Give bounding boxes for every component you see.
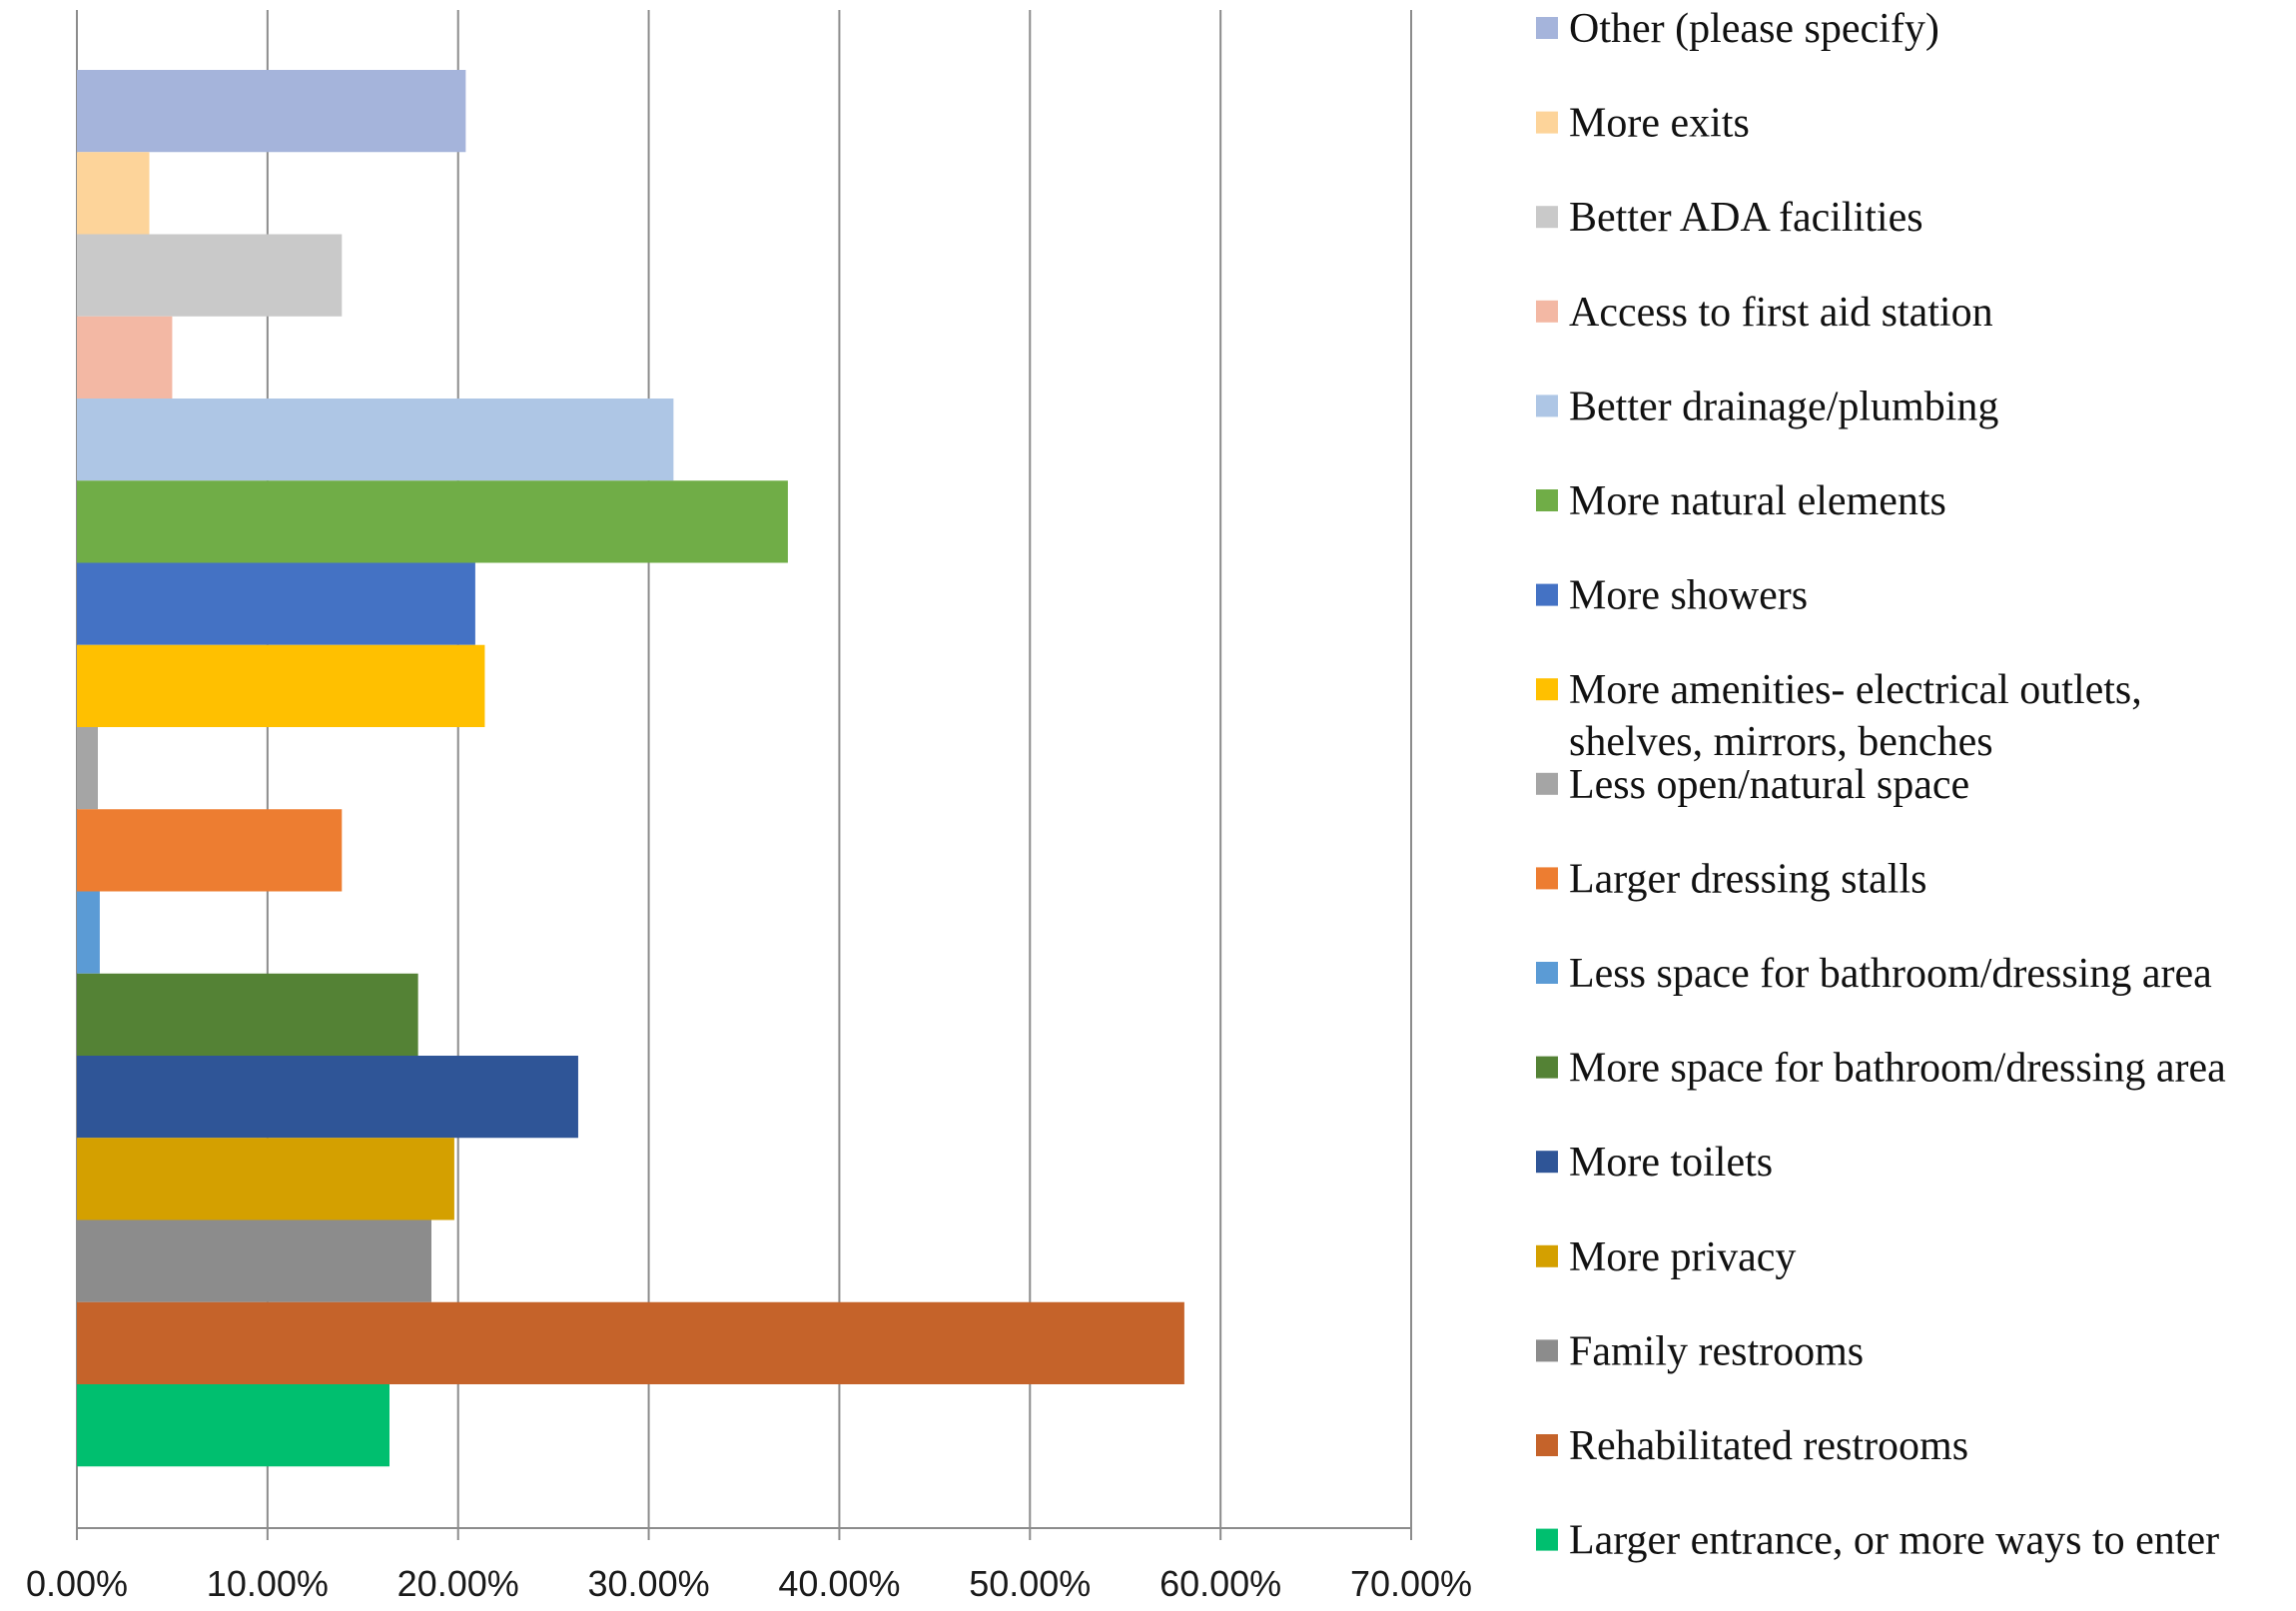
- legend-label: Family restrooms: [1569, 1328, 1864, 1374]
- bar-less-open-natural-space: [77, 727, 98, 810]
- bar-more-toilets: [77, 1056, 578, 1139]
- legend-swatch: [1536, 1339, 1558, 1362]
- legend-label: Less open/natural space: [1569, 762, 1969, 808]
- x-tick-label: 10.00%: [207, 1563, 329, 1604]
- legend-swatch: [1536, 300, 1558, 323]
- legend-swatch: [1536, 772, 1558, 795]
- legend-label: More exits: [1569, 101, 1750, 147]
- legend-label: Access to first aid station: [1569, 290, 1993, 336]
- legend-swatch: [1536, 583, 1558, 606]
- legend-swatch: [1536, 17, 1558, 39]
- legend: Other (please specify) More exits Better A…: [1536, 6, 2226, 1564]
- x-tick-label: 40.00%: [778, 1563, 900, 1604]
- legend-swatch: [1536, 1151, 1558, 1174]
- legend-swatch: [1536, 206, 1558, 229]
- legend-label: More toilets: [1569, 1140, 1773, 1186]
- legend-label: Larger entrance, or more ways to enter: [1569, 1518, 2219, 1564]
- legend-label: Other (please specify): [1569, 6, 1939, 52]
- x-tick-label: 0.00%: [26, 1563, 128, 1604]
- bar-more-showers: [77, 562, 475, 645]
- legend-swatch: [1536, 111, 1558, 134]
- x-tick-label: 30.00%: [588, 1563, 710, 1604]
- legend-label: Less space for bathroom/dressing area: [1569, 951, 2212, 997]
- legend-swatch: [1536, 395, 1558, 417]
- legend-swatch: [1536, 867, 1558, 890]
- legend-label: Better drainage/plumbing: [1569, 384, 1998, 429]
- legend-label: Larger dressing stalls: [1569, 856, 1926, 902]
- x-tick-label: 50.00%: [969, 1563, 1091, 1604]
- legend-swatch: [1536, 1434, 1558, 1456]
- bar-better-ada-facilities: [77, 234, 343, 317]
- bar-larger-dressing-stalls: [77, 809, 343, 892]
- x-tick-label: 20.00%: [397, 1563, 519, 1604]
- bar-better-drainage-plumbing: [77, 399, 674, 481]
- bars: [77, 70, 1184, 1467]
- legend-swatch: [1536, 1528, 1558, 1551]
- x-tick-label: 70.00%: [1350, 1563, 1472, 1604]
- legend-label: Rehabilitated restrooms: [1569, 1423, 1968, 1469]
- legend-label: More amenities- electrical outlets, shelv…: [1569, 667, 2142, 765]
- bar-more-amenities-electrical-outlets-shelves-mirrors-benches: [77, 644, 485, 727]
- x-tick-label: 60.00%: [1159, 1563, 1281, 1604]
- bar-more-exits: [77, 152, 150, 235]
- legend-label: Better ADA facilities: [1569, 195, 1923, 241]
- bar-more-space-for-bathroom-dressing-area: [77, 973, 418, 1056]
- bar-more-privacy: [77, 1138, 454, 1220]
- legend-swatch: [1536, 962, 1558, 984]
- legend-label: More natural elements: [1569, 478, 1946, 524]
- legend-swatch: [1536, 489, 1558, 511]
- legend-swatch: [1536, 1056, 1558, 1079]
- bar-less-space-for-bathroom-dressing-area: [77, 891, 100, 974]
- legend-label: More space for bathroom/dressing area: [1569, 1046, 2226, 1092]
- bar-more-natural-elements: [77, 480, 788, 563]
- legend-swatch: [1536, 1244, 1558, 1267]
- bar-rehabilitated-restrooms: [77, 1301, 1184, 1384]
- bar-other-please-specify: [77, 70, 466, 153]
- bar-larger-entrance-or-more-ways-to-enter: [77, 1384, 390, 1467]
- bar-family-restrooms: [77, 1219, 431, 1302]
- legend-label: More privacy: [1569, 1234, 1796, 1280]
- legend-label: More showers: [1569, 573, 1808, 619]
- legend-swatch: [1536, 678, 1558, 701]
- bar-access-to-first-aid-station: [77, 316, 173, 399]
- x-axis-ticks: 0.00% 10.00% 20.00% 30.00% 40.00% 50.00% 60.00…: [26, 1563, 1472, 1604]
